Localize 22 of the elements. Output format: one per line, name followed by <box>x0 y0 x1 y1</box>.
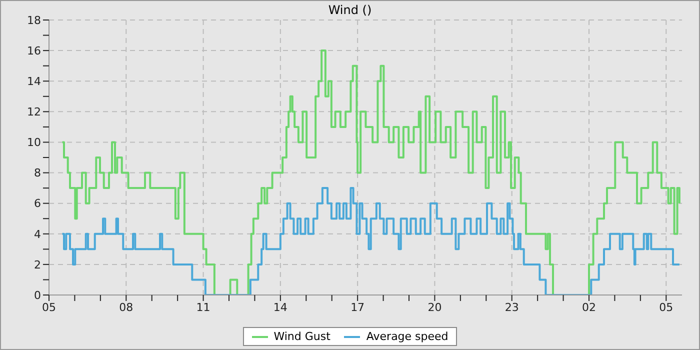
y-tick-label: 10 <box>27 136 41 150</box>
x-tick-label: 08 <box>119 300 134 314</box>
y-tick-label: 18 <box>27 14 41 27</box>
y-tick-label: 6 <box>34 197 41 210</box>
y-tick-label: 4 <box>34 228 41 241</box>
legend-label: Wind Gust <box>274 330 330 343</box>
x-tick-label: 02 <box>582 300 596 314</box>
x-tick-label: 17 <box>350 300 365 314</box>
chart-title: Wind () <box>328 3 372 17</box>
y-tick-label: 16 <box>27 44 41 58</box>
y-tick-label: 12 <box>27 106 41 119</box>
x-tick-label: 20 <box>428 300 442 314</box>
legend-label: Average speed <box>366 330 448 343</box>
x-tick-label: 14 <box>273 300 288 314</box>
y-tick-label: 8 <box>34 166 41 180</box>
y-tick-label: 14 <box>27 75 41 88</box>
x-tick-label: 11 <box>196 300 210 314</box>
x-tick-label: 23 <box>504 300 519 314</box>
y-tick-label: 2 <box>34 258 41 272</box>
y-tick-label: 0 <box>34 288 41 302</box>
x-tick-label: 05 <box>659 300 674 314</box>
x-tick-label: 05 <box>42 300 56 314</box>
